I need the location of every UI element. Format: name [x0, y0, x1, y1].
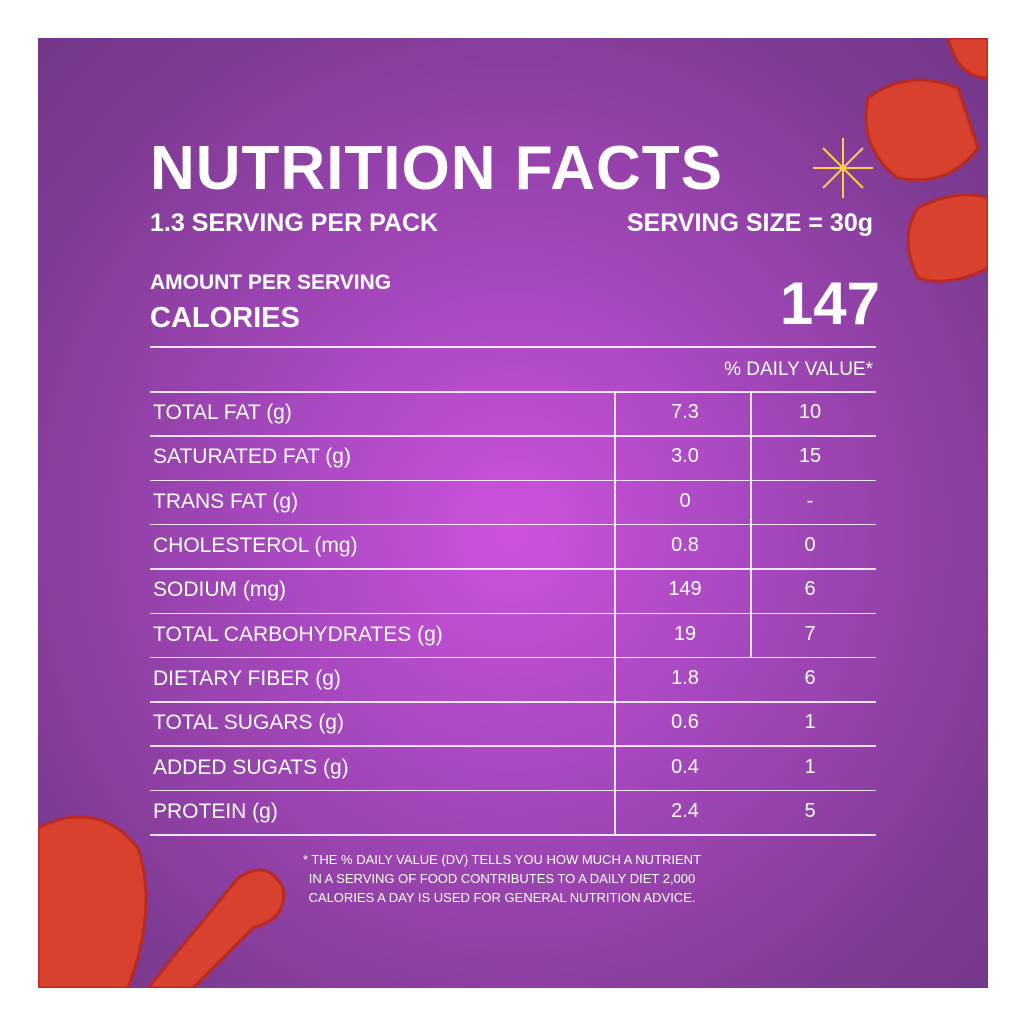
- nutrient-label: TRANS FAT (g): [153, 489, 299, 513]
- column-line: [750, 391, 752, 657]
- row-line: [150, 391, 876, 393]
- snack: [38, 815, 148, 988]
- spark: [813, 138, 873, 198]
- snack: [946, 38, 988, 80]
- footnote-line: CALORIES A DAY IS USED FOR GENERAL NUTRI…: [308, 890, 696, 905]
- nutrient-amount: 1.8: [671, 666, 699, 689]
- nutrient-amount: 0: [679, 489, 691, 512]
- nutrient-label: TOTAL CARBOHYDRATES (g): [153, 622, 443, 646]
- snack: [864, 78, 980, 182]
- row-line: [150, 435, 876, 437]
- nutrient-dv: -: [806, 489, 814, 512]
- nutrient-amount: 19: [673, 622, 697, 645]
- nutrient-label: TOTAL FAT (g): [153, 401, 292, 425]
- nutrient-amount: 0.6: [671, 711, 699, 734]
- footnote-line: IN A SERVING OF FOOD CONTRIBUTES TO A DA…: [308, 871, 696, 886]
- nutrient-amount: 149: [668, 578, 702, 601]
- nutrient-label: ADDED SUGATS (g): [153, 755, 349, 779]
- serving-size: SERVING SIZE = 30g: [626, 209, 873, 237]
- nutrient-amount: 3.0: [671, 445, 699, 468]
- nutrition-panel: NUTRITION FACTS 1.3 SERVING PER PACK SER…: [38, 38, 988, 988]
- snack: [146, 868, 286, 988]
- row-line: [150, 789, 876, 792]
- title: NUTRITION FACTS: [150, 134, 723, 203]
- nutrient-label: SODIUM (mg): [153, 578, 286, 602]
- nutrient-dv: 0: [804, 534, 816, 557]
- column-line: [614, 391, 616, 834]
- nutrient-label: PROTEIN (g): [153, 799, 278, 823]
- nutrient-label: SATURATED FAT (g): [153, 445, 351, 469]
- row-line: [150, 612, 876, 614]
- nutrient-dv: 15: [798, 445, 822, 468]
- decoration: [38, 38, 988, 988]
- calories-value: 147: [779, 270, 880, 337]
- snack: [906, 193, 988, 283]
- row-line: [150, 834, 876, 836]
- nutrient-amount: 0.8: [671, 534, 699, 557]
- row-line: [150, 656, 876, 659]
- row-line: [150, 745, 876, 747]
- row-line: [150, 568, 876, 570]
- divider: [150, 346, 876, 348]
- nutrient-label: CHOLESTEROL (mg): [153, 534, 358, 558]
- servings: 1.3 SERVING PER PACK: [150, 209, 439, 237]
- nutrient-amount: 2.4: [671, 799, 699, 822]
- row-line: [150, 523, 876, 526]
- footnote-line: * THE % DAILY VALUE (DV) TELLS YOU HOW M…: [302, 852, 702, 867]
- nutrient-label: DIETARY FIBER (g): [153, 666, 341, 690]
- nutrient-dv: 6: [804, 578, 816, 601]
- row-line: [150, 479, 876, 482]
- nutrient-amount: 0.4: [671, 755, 699, 778]
- nutrient-dv: 7: [804, 622, 816, 645]
- nutrient-dv: 1: [804, 711, 816, 734]
- row-line: [150, 701, 876, 703]
- daily-value-header: % DAILY VALUE*: [724, 359, 873, 380]
- nutrient-amount: 7.3: [671, 401, 699, 424]
- nutrient-label: TOTAL SUGARS (g): [153, 711, 344, 735]
- nutrient-dv: 6: [804, 666, 816, 689]
- calories-caption: AMOUNT PER SERVING: [150, 271, 392, 294]
- calories-label: CALORIES: [150, 302, 300, 334]
- nutrient-dv: 5: [804, 799, 816, 822]
- nutrient-dv: 1: [804, 755, 816, 778]
- nutrient-dv: 10: [798, 401, 822, 424]
